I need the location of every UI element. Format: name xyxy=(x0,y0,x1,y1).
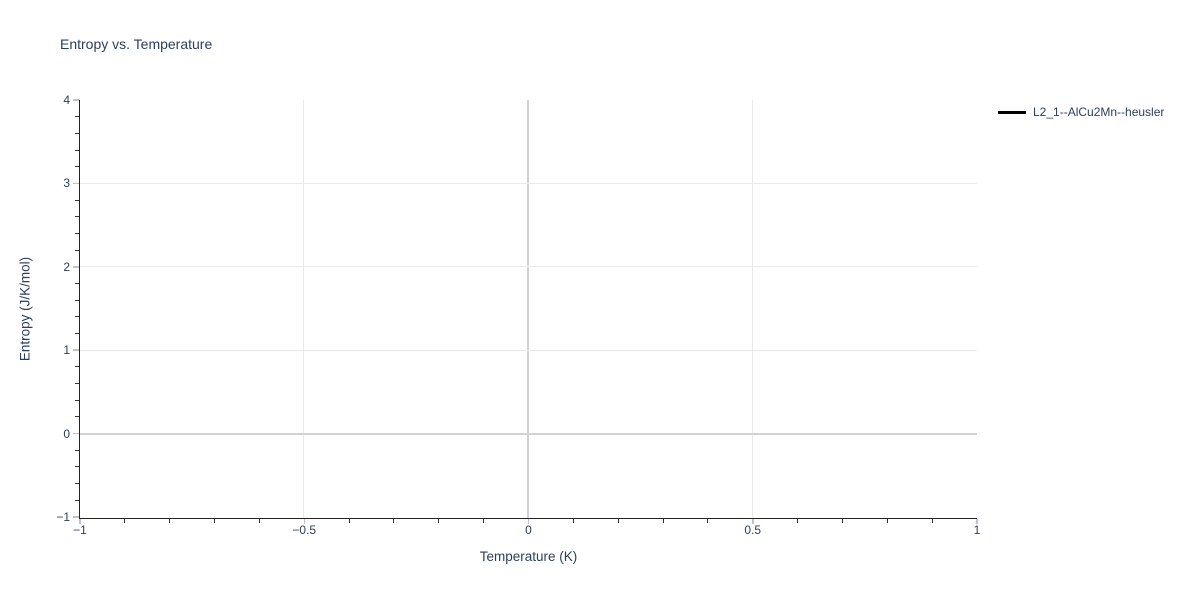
y-minor-tick xyxy=(74,383,79,385)
y-tick-label: 1 xyxy=(63,343,70,358)
x-minor-tick xyxy=(662,518,664,523)
y-minor-tick xyxy=(74,249,79,251)
y-minor-tick xyxy=(74,216,79,218)
x-major-tick xyxy=(752,518,754,524)
x-minor-tick xyxy=(886,518,888,523)
y-tick-label: −1 xyxy=(56,510,70,524)
y-minor-tick xyxy=(74,499,79,501)
x-tick-label: −1 xyxy=(73,523,87,537)
x-axis-title: Temperature (K) xyxy=(479,549,578,564)
y-zeroline xyxy=(79,432,977,435)
x-minor-tick xyxy=(258,518,260,523)
x-gridline xyxy=(303,100,305,518)
y-major-tick xyxy=(73,349,79,351)
y-minor-tick xyxy=(74,466,79,468)
plot-area[interactable] xyxy=(78,100,977,519)
y-minor-tick xyxy=(74,149,79,151)
y-minor-tick xyxy=(74,449,79,451)
x-gridline xyxy=(751,100,753,518)
x-minor-tick xyxy=(931,518,933,523)
x-tick-label: −0.5 xyxy=(292,523,317,537)
y-minor-tick xyxy=(74,299,79,301)
y-major-tick xyxy=(73,182,79,185)
x-minor-tick xyxy=(707,518,709,523)
y-major-tick xyxy=(73,432,79,435)
y-minor-tick xyxy=(74,416,79,418)
y-gridline xyxy=(79,349,977,351)
x-minor-tick xyxy=(393,518,395,523)
x-zeroline xyxy=(527,100,529,518)
y-major-tick xyxy=(73,266,79,268)
x-tick-label: 1 xyxy=(973,523,981,537)
y-minor-tick xyxy=(74,316,79,318)
y-minor-tick xyxy=(74,333,79,335)
x-minor-tick xyxy=(348,518,350,523)
x-tick-label: 0.5 xyxy=(744,523,762,537)
x-major-tick xyxy=(527,518,530,524)
y-tick-label: 3 xyxy=(63,176,70,191)
x-minor-tick xyxy=(572,518,574,523)
x-minor-tick xyxy=(841,518,843,523)
x-minor-tick xyxy=(214,518,216,523)
y-tick-label: 4 xyxy=(63,93,70,107)
x-major-tick xyxy=(976,518,978,524)
legend-line-swatch xyxy=(998,110,1026,114)
y-minor-tick xyxy=(74,116,79,118)
y-tick-label: 2 xyxy=(63,259,70,274)
y-minor-tick xyxy=(74,282,79,284)
y-major-tick xyxy=(73,516,79,518)
legend: L2_1--AlCu2Mn--heusler xyxy=(998,105,1164,119)
y-minor-tick xyxy=(74,166,79,168)
x-minor-tick xyxy=(124,518,126,523)
y-gridline xyxy=(79,266,977,268)
x-major-tick xyxy=(303,518,305,524)
y-minor-tick xyxy=(74,132,79,134)
legend-label: L2_1--AlCu2Mn--heusler xyxy=(1033,105,1165,119)
x-minor-tick xyxy=(617,518,619,523)
x-major-tick xyxy=(79,518,81,524)
x-tick-label: 0 xyxy=(525,523,532,537)
legend-item[interactable]: L2_1--AlCu2Mn--heusler xyxy=(998,105,1164,119)
y-minor-tick xyxy=(74,399,79,401)
x-minor-tick xyxy=(483,518,485,523)
y-minor-tick xyxy=(74,483,79,485)
y-gridline xyxy=(79,182,977,184)
x-minor-tick xyxy=(169,518,171,523)
y-minor-tick xyxy=(74,232,79,234)
y-minor-tick xyxy=(74,366,79,368)
x-minor-tick xyxy=(438,518,440,523)
x-minor-tick xyxy=(797,518,799,523)
chart-title: Entropy vs. Temperature xyxy=(60,36,213,52)
y-major-tick xyxy=(73,99,79,101)
y-minor-tick xyxy=(74,199,79,201)
y-tick-label: 0 xyxy=(63,426,70,441)
